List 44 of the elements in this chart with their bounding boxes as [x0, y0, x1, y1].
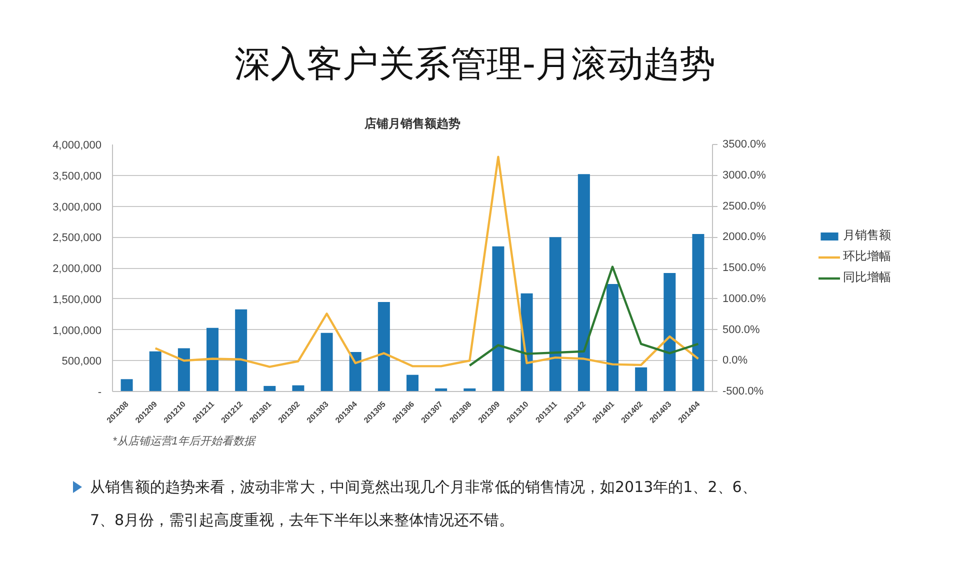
text: 从销售额的趋势来看，波动非常大，中间竟然出现几个月非常低的销售情况，如2013年的1、2、6、7、8月份，需引起高度重视，去年下半年以来整体情况还不错。	[90, 477, 758, 531]
y2-tick-label: 1000.0%	[722, 292, 766, 305]
bar	[120, 379, 133, 392]
bar	[406, 374, 418, 392]
line-series	[154, 156, 700, 368]
bar	[264, 386, 276, 392]
y-tick-label: -	[98, 386, 102, 398]
y-tick-label: 3,500,000	[52, 170, 102, 182]
line-series	[468, 266, 700, 367]
y2-tick-label: 1500.0%	[722, 262, 766, 274]
bar	[549, 237, 562, 392]
chart-title: 深入客户关系管理-月滚动趋势	[234, 43, 716, 87]
y2-tick-label: 500.0%	[722, 324, 760, 336]
text: *从店铺运营1年后开始看数据	[112, 434, 257, 448]
legend-label: 月销售额	[843, 227, 891, 244]
y2-tick-label: 0.0%	[722, 354, 748, 367]
y2-tick-label: 3500.0%	[722, 138, 766, 150]
bar	[349, 352, 362, 392]
y-tick-label: 2,000,000	[52, 263, 102, 275]
bar	[206, 328, 218, 392]
bar	[492, 246, 504, 392]
bar	[664, 272, 676, 392]
bar	[235, 309, 248, 392]
legend-label: 环比增幅	[843, 248, 891, 265]
legend-label: 同比增幅	[843, 269, 891, 286]
y-tick-label: 3,000,000	[52, 201, 102, 214]
bar	[578, 174, 590, 392]
bar	[692, 234, 704, 392]
y-tick-label: 1,000,000	[52, 324, 102, 337]
bar	[178, 348, 190, 392]
bar	[378, 302, 390, 392]
y-tick-label: 500,000	[62, 356, 102, 368]
chart-subtitle: 店铺月销售额趋势	[364, 116, 460, 130]
y2-tick-label: 2000.0%	[722, 231, 766, 244]
y-tick-label: 4,000,000	[52, 140, 102, 152]
y2-tick-label: 2500.0%	[722, 200, 766, 212]
y-tick-label: 2,500,000	[52, 232, 102, 244]
bar	[320, 332, 333, 392]
bar	[149, 351, 162, 392]
bar	[635, 367, 648, 392]
y2-tick-label: -500.0%	[722, 386, 764, 398]
bar	[606, 284, 618, 392]
y2-tick-label: 3000.0%	[722, 169, 766, 182]
y-tick-label: 1,500,000	[52, 294, 102, 306]
